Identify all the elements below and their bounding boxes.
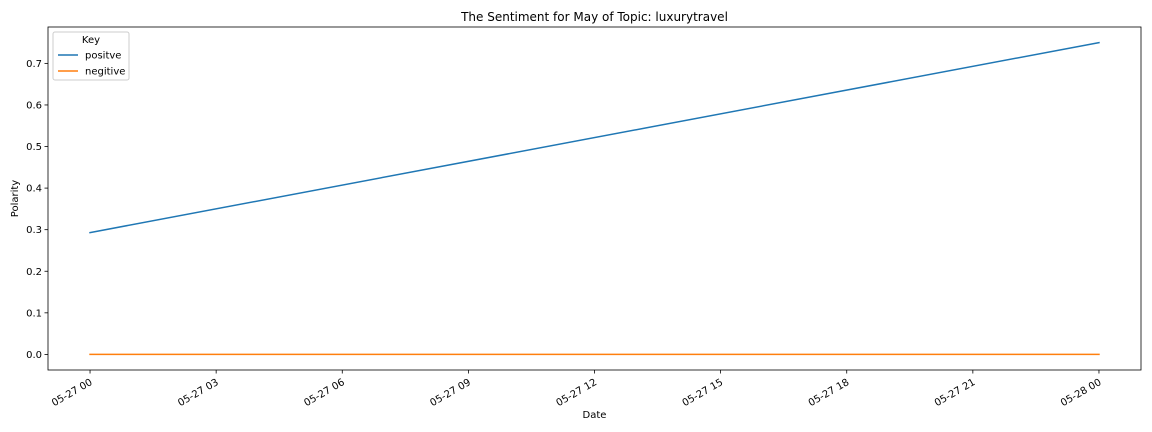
y-tick-label: 0.0 (26, 350, 42, 361)
y-tick-label: 0.3 (26, 225, 42, 236)
legend-items: positve negitive (58, 51, 125, 78)
y-axis-label: Polarity (10, 180, 21, 218)
legend-label-negitive: negitive (85, 67, 125, 78)
y-tick-label: 0.2 (26, 267, 42, 278)
y-tick-label: 0.7 (26, 59, 42, 70)
x-axis-label: Date (583, 410, 607, 421)
y-tick-label: 0.1 (26, 308, 42, 319)
legend-title: Key (82, 35, 100, 46)
legend-box (52, 31, 130, 81)
y-tick-label: 0.5 (26, 142, 42, 153)
y-tick-label: 0.6 (26, 100, 42, 111)
series-line-positve (89, 41, 1100, 234)
series-layer (89, 41, 1100, 356)
chart-title: The Sentiment for May of Topic: luxurytr… (460, 10, 728, 24)
y-tick-label: 0.4 (26, 184, 42, 195)
legend-label-positve: positve (85, 51, 121, 62)
legend: Key positve negitive (52, 31, 130, 81)
